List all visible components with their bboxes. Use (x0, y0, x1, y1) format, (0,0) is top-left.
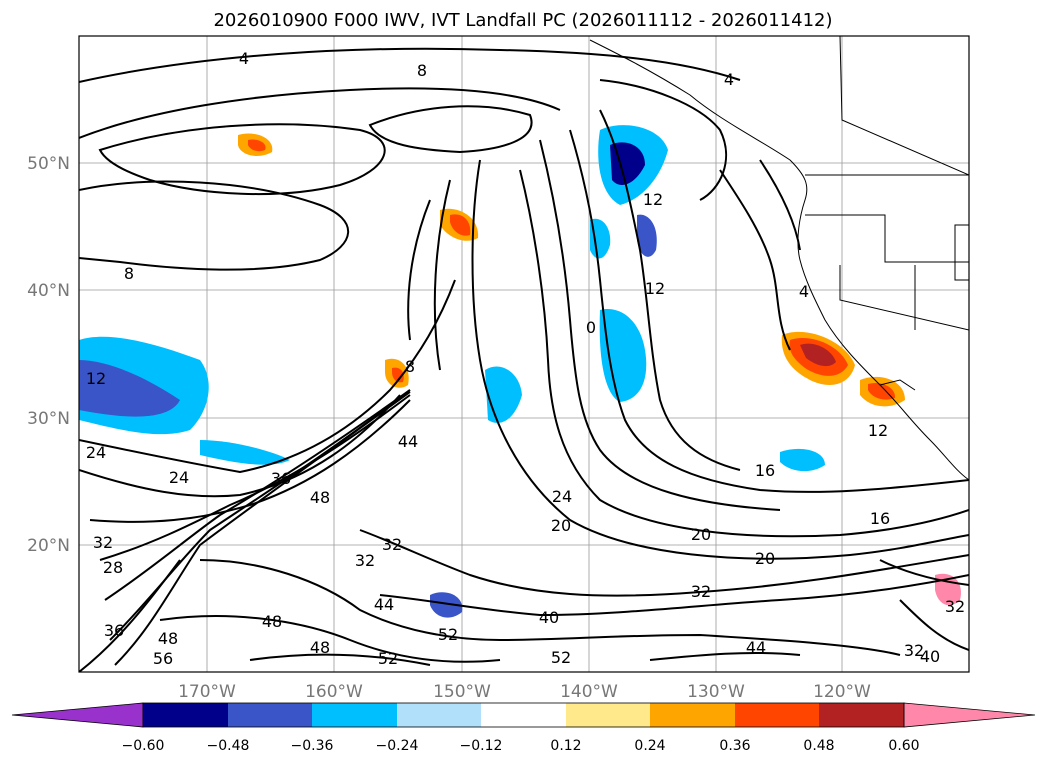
lat-tick-label: 40°N (27, 281, 70, 301)
contour-label: 20 (755, 549, 775, 568)
contour-label: 12 (868, 421, 888, 440)
map-frame (78, 35, 970, 673)
shade-mid-negative-2 (485, 366, 522, 423)
colorbar-bin (312, 703, 397, 727)
colorbar-tick-label: 0.12 (550, 738, 581, 754)
contour-label: 52 (438, 625, 458, 644)
contour-label: 36 (104, 621, 124, 640)
contour-label: 32 (382, 535, 402, 554)
lat-tick-label: 50°N (27, 154, 70, 174)
contour-label: 16 (755, 461, 775, 480)
shade-california-positive-dark (800, 343, 836, 367)
coastlines (589, 36, 969, 481)
lon-tick-label: 130°W (687, 682, 745, 702)
colorbar-tick-label: −0.24 (376, 738, 419, 754)
contour-label: 52 (551, 648, 571, 667)
colorbar-bin (735, 703, 819, 727)
contour-label: 8 (417, 61, 427, 80)
contour-label: 32 (945, 597, 965, 616)
contour-label: 48 (310, 638, 330, 657)
shade-east-negative (780, 448, 825, 472)
contour-label: 4 (799, 282, 809, 301)
lon-tick-label: 140°W (560, 682, 618, 702)
shading-regions (79, 125, 961, 618)
contour-label: 48 (262, 612, 282, 631)
lon-tick-label: 150°W (433, 682, 491, 702)
contour-label-group: 4 8 4 8 12 12 4 0 8 44 24 36 48 24 20 16… (86, 49, 965, 668)
lat-tick-label: 20°N (27, 536, 70, 556)
colorbar-tick-label: −0.12 (460, 738, 503, 754)
contour-label: 32 (691, 582, 711, 601)
colorbar-bin (566, 703, 650, 727)
shade-ar-positive-core (392, 367, 404, 383)
contour-label: 48 (310, 488, 330, 507)
contour-label: 24 (169, 468, 189, 487)
contour-label: 12 (645, 279, 665, 298)
colorbar-bin (143, 703, 228, 727)
contour-lines (79, 47, 969, 672)
colorbar-tick-label: 0.60 (888, 738, 919, 754)
map-area: 4 8 4 8 12 12 4 0 8 44 24 36 48 24 20 16… (79, 36, 969, 672)
shade-mid-negative-3 (590, 218, 611, 259)
contour-label: 48 (158, 629, 178, 648)
shade-mid-negative (599, 309, 647, 402)
contour-label: 4 (724, 70, 734, 89)
lon-tick-label: 170°W (178, 682, 236, 702)
contour-label: 16 (870, 509, 890, 528)
lat-tick-label: 30°N (27, 409, 70, 429)
contour-label: 32 (355, 551, 375, 570)
contour-label: 24 (552, 487, 572, 506)
colorbar-under-triangle (11, 702, 144, 728)
contour-label: 20 (691, 525, 711, 544)
colorbar: −0.60 −0.48 −0.36 −0.24 −0.12 0.12 0.24 … (11, 702, 1036, 754)
contour-label: 44 (398, 432, 418, 451)
contour-label: 8 (124, 264, 134, 283)
colorbar-tick-label: 0.36 (719, 738, 750, 754)
colorbar-bin (228, 703, 312, 727)
contour-label: 24 (86, 443, 106, 462)
contour-label: 52 (378, 649, 398, 668)
contour-label: 44 (374, 595, 394, 614)
contour-label: 12 (86, 369, 106, 388)
contour-label: 40 (539, 608, 559, 627)
shade-west-negative-tail (200, 440, 290, 465)
shade-sw-pink (935, 573, 961, 606)
map-title: 2026010900 F000 IWV, IVT Landfall PC (20… (213, 10, 832, 31)
shade-northwest-positive-core (248, 139, 266, 152)
shade-south-negative (430, 592, 463, 618)
colorbar-bin (819, 703, 904, 727)
colorbar-tick-label: 0.48 (803, 738, 834, 754)
contour-label: 44 (746, 638, 766, 657)
shade-center-positive-core (450, 214, 471, 236)
lon-axis: 170°W 160°W 150°W 140°W 130°W 120°W (178, 682, 871, 702)
lon-tick-label: 160°W (305, 682, 363, 702)
contour-label: 8 (405, 357, 415, 376)
colorbar-over-triangle (903, 702, 1036, 728)
contour-label: 20 (551, 516, 571, 535)
lat-axis: 50°N 40°N 30°N 20°N (27, 154, 70, 556)
shade-north-negative-core (610, 142, 645, 185)
contour-label: 36 (271, 469, 291, 488)
contour-label: 56 (153, 649, 173, 668)
contour-label: 0 (586, 318, 596, 337)
colorbar-tick-label: 0.24 (634, 738, 665, 754)
shade-mid-negative-4 (637, 214, 657, 257)
lon-tick-label: 120°W (813, 682, 871, 702)
colorbar-tick-label: −0.36 (291, 738, 334, 754)
colorbar-bin (397, 703, 481, 727)
colorbar-tick-label: −0.60 (122, 738, 165, 754)
contour-label: 32 (904, 641, 924, 660)
contour-label: 28 (103, 558, 123, 577)
contour-label: 4 (239, 49, 249, 68)
shade-baja-positive-core (868, 382, 896, 400)
colorbar-tick-label: −0.48 (207, 738, 250, 754)
colorbar-bin (481, 703, 566, 727)
colorbar-bin (650, 703, 735, 727)
contour-label: 12 (643, 190, 663, 209)
shade-west-negative-core (79, 360, 180, 417)
contour-label: 32 (93, 533, 113, 552)
contour-label: 40 (920, 647, 940, 666)
